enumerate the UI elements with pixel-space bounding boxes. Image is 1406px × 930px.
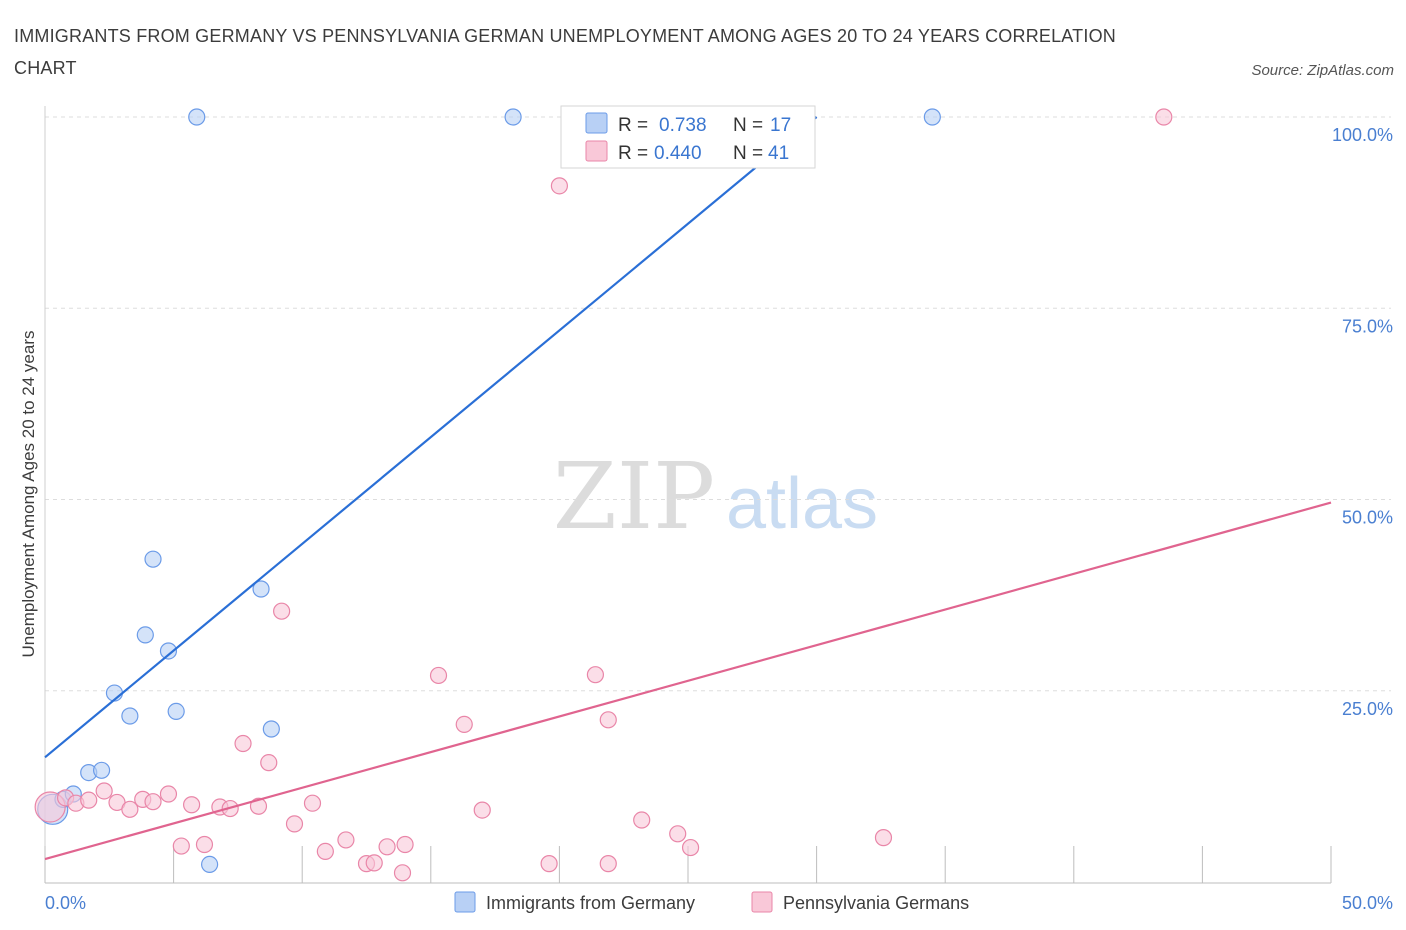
- data-point-pennsylvania: [669, 825, 687, 843]
- trend-layer: [44, 116, 1332, 861]
- data-point-immigrants: [144, 550, 162, 568]
- trend-line-pennsylvania: [44, 501, 1332, 861]
- data-point-immigrants: [92, 761, 111, 779]
- data-point-pennsylvania: [285, 815, 304, 833]
- stats-r-label: R =: [618, 115, 648, 136]
- y-axis-label: Unemployment Among Ages 20 to 24 years: [19, 331, 38, 658]
- data-point-pennsylvania: [586, 666, 605, 684]
- data-point-pennsylvania: [599, 711, 617, 729]
- legend-label-pennsylvania: Pennsylvania Germans: [783, 893, 969, 913]
- stats-n-value: 41: [768, 143, 789, 164]
- data-point-pennsylvania: [681, 838, 700, 857]
- stats-swatch-pennsylvania: [585, 140, 608, 162]
- data-point-immigrants: [923, 108, 941, 126]
- data-point-pennsylvania: [159, 785, 178, 803]
- legend-swatch-immigrants: [454, 891, 476, 913]
- data-point-pennsylvania: [633, 811, 651, 829]
- data-point-pennsylvania: [172, 837, 190, 855]
- data-point-pennsylvania: [455, 715, 473, 734]
- y-tick-labels: 25.0% 50.0% 75.0% 100.0%: [1332, 125, 1393, 719]
- data-point-pennsylvania: [144, 793, 162, 811]
- data-point-pennsylvania: [599, 855, 617, 873]
- data-point-pennsylvania: [260, 754, 278, 772]
- data-point-immigrants: [159, 642, 178, 660]
- y-tick-label: 50.0%: [1342, 508, 1393, 528]
- data-point-immigrants: [136, 626, 154, 644]
- stats-n-value: 17: [770, 115, 791, 136]
- source-label: Source: ZipAtlas.com: [1251, 62, 1394, 79]
- data-point-immigrants: [188, 108, 206, 126]
- legend-label-immigrants: Immigrants from Germany: [486, 893, 695, 913]
- chart-title: IMMIGRANTS FROM GERMANY VS PENNSYLVANIA …: [14, 26, 1116, 78]
- stats-n-label: N =: [733, 143, 763, 164]
- legend-item-immigrants[interactable]: Immigrants from Germany: [454, 891, 695, 913]
- y-tick-label: 25.0%: [1342, 699, 1393, 719]
- stats-row-immigrants: R = 0.738 N = 17: [585, 112, 791, 136]
- data-point-pennsylvania: [195, 835, 214, 854]
- data-point-pennsylvania: [393, 864, 412, 882]
- data-point-pennsylvania: [121, 800, 139, 818]
- watermark-atlas: atlas: [726, 464, 878, 544]
- stats-row-pennsylvania: R = 0.440 N = 41: [585, 140, 789, 164]
- data-point-pennsylvania: [365, 854, 383, 872]
- data-point-pennsylvania: [234, 734, 252, 753]
- data-point-pennsylvania: [80, 791, 98, 809]
- data-point-pennsylvania: [540, 855, 558, 873]
- data-point-pennsylvania: [316, 842, 334, 861]
- stats-swatch-immigrants: [585, 112, 608, 134]
- data-point-pennsylvania: [473, 801, 491, 819]
- watermark-zip: ZIP: [553, 443, 715, 550]
- data-point-pennsylvania: [874, 829, 893, 847]
- y-tick-label: 75.0%: [1342, 316, 1393, 336]
- series-legend: Immigrants from Germany Pennsylvania Ger…: [454, 891, 969, 913]
- gridlines: [45, 116, 1391, 692]
- points-layer: [34, 108, 1173, 882]
- y-tick-label: 100.0%: [1332, 125, 1393, 145]
- data-point-pennsylvania: [1155, 108, 1173, 126]
- data-point-immigrants: [121, 707, 139, 725]
- trend-line-immigrants: [44, 116, 818, 759]
- data-point-pennsylvania: [378, 838, 396, 856]
- x-tick-labels: 0.0% 50.0%: [45, 893, 1393, 913]
- data-point-pennsylvania: [550, 177, 569, 195]
- legend-item-pennsylvania[interactable]: Pennsylvania Germans: [751, 891, 969, 913]
- data-point-pennsylvania: [429, 666, 448, 685]
- data-point-immigrants: [201, 855, 219, 874]
- data-point-immigrants: [167, 702, 185, 721]
- data-point-pennsylvania: [95, 782, 113, 800]
- data-point-immigrants: [252, 580, 270, 598]
- data-point-pennsylvania: [273, 602, 291, 620]
- x-tick-label-max: 50.0%: [1342, 893, 1393, 913]
- data-point-pennsylvania: [183, 796, 201, 814]
- stats-n-label: N =: [733, 115, 763, 136]
- stats-legend: R = 0.738 N = 17 R = 0.440 N = 41: [560, 105, 816, 169]
- stats-r-value: 0.440: [654, 143, 702, 164]
- axes: [44, 106, 1332, 884]
- data-point-pennsylvania: [303, 794, 322, 812]
- data-point-immigrants: [262, 720, 280, 738]
- data-point-pennsylvania: [249, 797, 268, 815]
- data-point-pennsylvania: [337, 831, 355, 849]
- stats-r-label: R =: [618, 143, 648, 164]
- data-point-immigrants: [504, 108, 522, 126]
- data-point-pennsylvania: [396, 835, 414, 854]
- legend-swatch-pennsylvania: [751, 891, 773, 913]
- x-tick-label-min: 0.0%: [45, 893, 86, 913]
- stats-r-value: 0.738: [659, 115, 707, 136]
